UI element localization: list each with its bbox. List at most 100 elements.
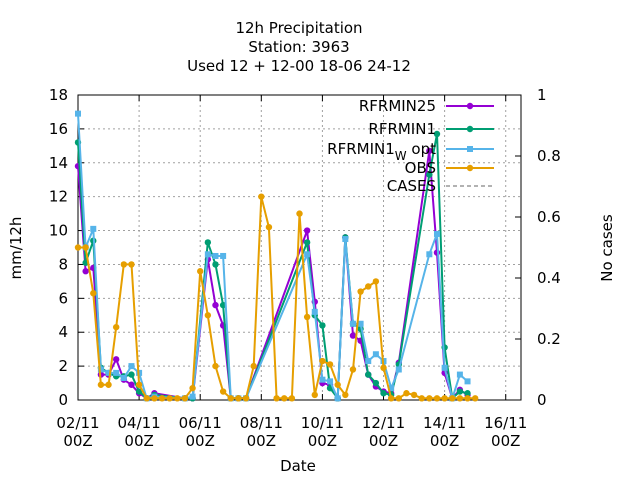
- data-point: [181, 395, 189, 402]
- y-tick-label: 16: [49, 120, 68, 138]
- x-tick-label: 10/11: [301, 414, 344, 432]
- data-point: [319, 357, 326, 365]
- x-tick-label-time: 00Z: [186, 432, 215, 450]
- y-tick-label: 12: [49, 188, 68, 206]
- data-point: [433, 230, 440, 237]
- data-point: [303, 227, 311, 234]
- data-point: [105, 381, 112, 388]
- legend-label: RFRMIN1: [368, 120, 436, 138]
- data-point: [349, 366, 357, 373]
- data-point: [410, 391, 418, 399]
- data-point: [135, 388, 143, 395]
- data-point: [197, 268, 204, 275]
- data-point: [357, 288, 364, 295]
- y-tick-label: 8: [58, 255, 68, 273]
- series-layer: [74, 110, 479, 402]
- data-point: [319, 376, 326, 383]
- x-tick-label-time: 00Z: [247, 432, 276, 450]
- data-point: [433, 130, 441, 138]
- y-axis-label: mm/12h: [7, 217, 25, 280]
- data-point: [90, 290, 97, 297]
- data-point: [120, 261, 128, 268]
- y2-axis: 0 0.2 0.4 0.6 0.8 1: [515, 86, 561, 409]
- x-tick-label-time: 00Z: [491, 432, 520, 450]
- x-tick-label-time: 00Z: [308, 432, 337, 450]
- data-point: [456, 395, 464, 402]
- data-point: [189, 384, 196, 392]
- data-point: [112, 323, 120, 331]
- legend-label: CASES: [387, 177, 436, 195]
- x-tick-label: 08/11: [240, 414, 283, 432]
- legend-marker: [466, 164, 474, 172]
- data-point: [258, 193, 265, 200]
- data-point: [235, 395, 242, 402]
- data-point: [464, 395, 471, 402]
- y2-tick-label: 0.2: [537, 330, 561, 348]
- data-point: [349, 332, 357, 339]
- data-point: [395, 366, 402, 373]
- y2-axis-label: No cases: [598, 214, 616, 282]
- data-point: [426, 171, 433, 178]
- y-tick-label: 6: [58, 289, 68, 307]
- data-point: [97, 366, 104, 373]
- y-tick-label: 0: [58, 391, 68, 409]
- x-tick-label: 02/11: [56, 414, 99, 432]
- legend-marker: [466, 102, 474, 110]
- data-point: [311, 391, 318, 399]
- x-tick-label: 16/11: [484, 414, 527, 432]
- data-point: [82, 244, 89, 251]
- data-point: [105, 369, 112, 376]
- data-point: [334, 381, 341, 388]
- data-point: [342, 391, 349, 399]
- data-point: [365, 358, 372, 365]
- data-point: [464, 378, 471, 385]
- y-tick-label: 2: [58, 357, 68, 375]
- data-point: [349, 320, 356, 327]
- data-point: [97, 381, 105, 388]
- data-point: [380, 364, 387, 372]
- series-line-obs: [78, 195, 476, 400]
- data-point: [311, 308, 318, 315]
- legend-label: OBS: [405, 159, 436, 177]
- data-point: [112, 356, 120, 363]
- data-point: [357, 320, 364, 327]
- x-tick-label: 04/11: [117, 414, 160, 432]
- data-point: [128, 381, 135, 388]
- data-point: [151, 395, 158, 402]
- data-point: [135, 381, 143, 388]
- x-tick-label-time: 00Z: [369, 432, 398, 450]
- data-point: [380, 390, 387, 397]
- x-tick-label: 14/11: [423, 414, 466, 432]
- data-point: [204, 312, 212, 319]
- data-point: [372, 351, 379, 358]
- data-point: [433, 395, 441, 402]
- data-point: [166, 395, 173, 402]
- data-point: [212, 301, 219, 309]
- data-point: [113, 369, 120, 376]
- data-point: [334, 395, 341, 402]
- x-tick-label-time: 00Z: [124, 432, 153, 450]
- data-point: [242, 395, 250, 402]
- data-point: [220, 252, 227, 259]
- data-point: [128, 371, 135, 378]
- data-point: [365, 371, 372, 378]
- data-point: [158, 395, 166, 402]
- grid: [78, 95, 521, 400]
- data-point: [189, 393, 196, 400]
- data-point: [204, 239, 212, 246]
- data-point: [418, 395, 425, 402]
- data-point: [174, 395, 181, 402]
- y2-tick-label: 0.4: [537, 269, 561, 287]
- y2-tick-label: 0.8: [537, 147, 561, 165]
- legend-marker: [466, 125, 474, 133]
- chart-title-line-1: 12h Precipitation: [235, 19, 362, 37]
- data-point: [403, 390, 410, 397]
- legend-label: RFRMIN1W opt: [327, 140, 436, 163]
- data-point: [388, 385, 395, 392]
- data-point: [372, 278, 380, 285]
- data-point: [212, 362, 219, 370]
- x-axis-label: Date: [280, 457, 316, 475]
- data-point: [227, 395, 234, 402]
- x-tick-label: 12/11: [362, 414, 405, 432]
